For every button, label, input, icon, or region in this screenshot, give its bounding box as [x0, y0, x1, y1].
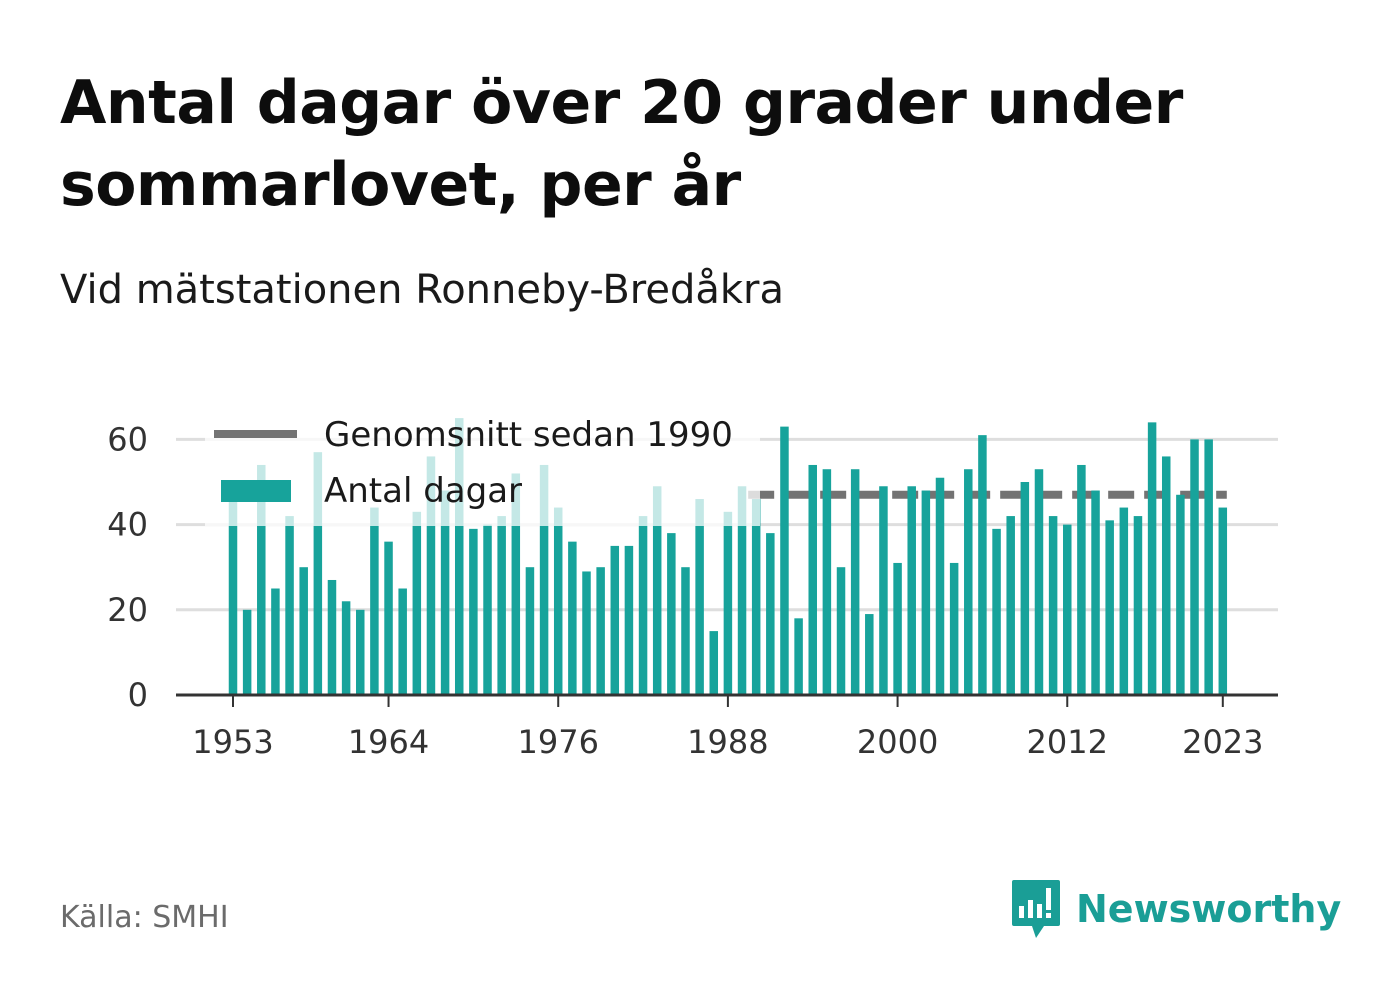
- newsworthy-logo-icon: [1012, 880, 1060, 938]
- bar: [1204, 439, 1213, 695]
- y-tick-label: 60: [107, 420, 148, 458]
- bar: [582, 571, 591, 695]
- bar: [356, 609, 365, 695]
- bar: [327, 579, 337, 695]
- bar: [511, 473, 521, 695]
- bar: [681, 567, 690, 695]
- bar: [794, 618, 803, 695]
- bar: [370, 507, 379, 695]
- bar: [1190, 439, 1199, 695]
- bar: [949, 562, 959, 695]
- bar: [610, 545, 620, 695]
- bar: [257, 464, 266, 695]
- bar: [907, 486, 916, 695]
- legend: Genomsnitt sedan 1990 Antal dagar: [205, 408, 760, 526]
- bar: [822, 469, 832, 695]
- bar: [667, 533, 676, 695]
- bar: [228, 499, 238, 695]
- bar: [497, 516, 506, 695]
- bar: [652, 486, 662, 695]
- chart-subtitle: Vid mätstationen Ronneby-Bredåkra: [60, 267, 784, 313]
- bar: [780, 426, 789, 695]
- bar: [440, 490, 450, 695]
- bar: [1133, 516, 1143, 695]
- bar: [893, 562, 902, 695]
- bar: [695, 499, 704, 695]
- bar: [1020, 482, 1030, 695]
- x-tick-label: 1953: [192, 723, 273, 761]
- bar: [850, 469, 860, 695]
- bar: [596, 567, 605, 695]
- bar: [1119, 507, 1129, 695]
- bar: [978, 435, 987, 695]
- bar: [737, 486, 747, 695]
- bar: [299, 567, 308, 695]
- legend-label-average: Genomsnitt sedan 1990: [324, 415, 733, 455]
- bars: [228, 418, 1228, 695]
- bar: [412, 511, 422, 695]
- bar: [624, 545, 634, 695]
- bar: [469, 528, 478, 695]
- bar: [1176, 494, 1185, 695]
- bar: [935, 477, 945, 695]
- bar: [964, 469, 973, 695]
- x-tick-label: 2000: [857, 723, 938, 761]
- x-tick-label: 1964: [348, 723, 429, 761]
- y-tick-label: 40: [107, 506, 148, 544]
- y-tick-label: 0: [128, 676, 148, 714]
- bar: [553, 507, 563, 695]
- x-tick-label: 1988: [687, 723, 768, 761]
- bar: [1034, 469, 1044, 695]
- bar: [921, 490, 931, 695]
- chart-title: Antal dagar över 20 grader under sommarl…: [60, 68, 1183, 220]
- bar: [525, 567, 535, 695]
- bar: [285, 516, 294, 695]
- bar: [1105, 520, 1114, 695]
- bar: [454, 418, 464, 695]
- bar: [539, 464, 549, 695]
- bar: [879, 486, 888, 695]
- bar-chart: 0 20 40 60 1953 1964 1976 1988 2000 2012 2023 Geno…: [107, 408, 1278, 761]
- x-tick-label: 1976: [518, 723, 599, 761]
- bar: [398, 588, 407, 695]
- bar: [313, 452, 323, 695]
- bar: [808, 464, 817, 695]
- bar: [1063, 524, 1072, 695]
- bar: [568, 541, 577, 695]
- bar: [271, 588, 280, 695]
- bar: [865, 614, 874, 695]
- bar: [1048, 516, 1058, 695]
- bar: [483, 524, 492, 695]
- bar: [836, 567, 846, 695]
- bar: [242, 609, 252, 695]
- bar: [723, 511, 733, 695]
- bar: [638, 516, 648, 695]
- bar: [384, 541, 393, 695]
- bar: [341, 601, 351, 695]
- x-tick-label: 2023: [1182, 723, 1263, 761]
- x-tick-label: 2012: [1027, 723, 1108, 761]
- y-tick-label: 20: [107, 591, 148, 629]
- bar: [709, 631, 719, 695]
- brand-logo: Newsworthy: [1010, 878, 1341, 940]
- bar: [1006, 516, 1015, 695]
- axes: 0 20 40 60 1953 1964 1976 1988 2000 2012 2023: [107, 420, 1278, 761]
- bar: [766, 533, 775, 695]
- bar: [1161, 456, 1171, 695]
- bar: [751, 499, 761, 695]
- bar: [1218, 507, 1228, 695]
- legend-backdrop: [205, 408, 760, 526]
- legend-label-bars: Antal dagar: [324, 471, 522, 511]
- bar: [992, 528, 1001, 695]
- source-note: Källa: SMHI: [60, 900, 229, 935]
- bar: [1077, 464, 1086, 695]
- bar: [1091, 490, 1100, 695]
- legend-swatch-bars: [221, 480, 291, 502]
- bar: [426, 456, 436, 695]
- brand-name: Newsworthy: [1076, 887, 1342, 931]
- bar: [1147, 422, 1157, 695]
